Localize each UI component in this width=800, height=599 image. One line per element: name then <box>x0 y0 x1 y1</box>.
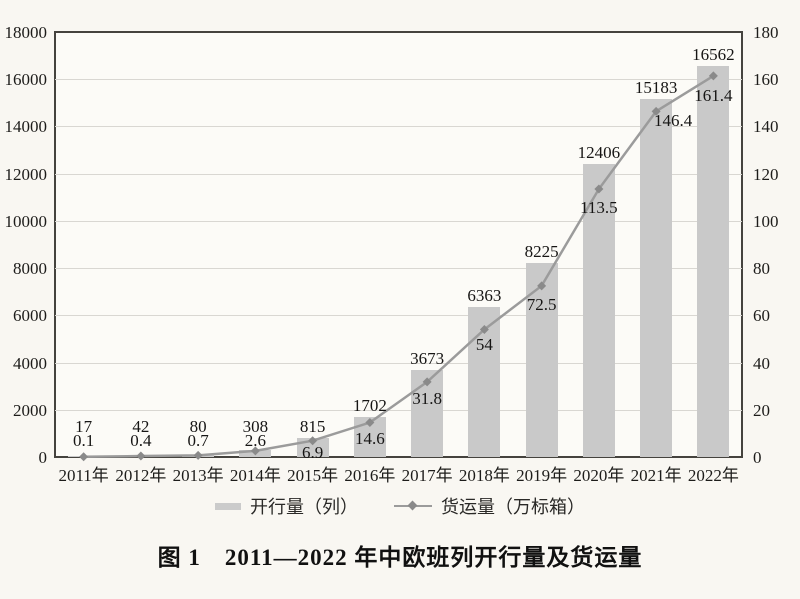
bar-value-label: 12406 <box>577 143 621 163</box>
line-marker-diamond <box>250 446 260 456</box>
bar-value-label: 80 <box>189 417 207 436</box>
freight-value-label: 6.9 <box>302 442 324 462</box>
left-axis-tick: 2000 <box>13 400 47 420</box>
bar <box>697 65 730 457</box>
right-axis-tick: 20 <box>753 400 770 420</box>
freight-value-label: 161.4 <box>694 85 733 105</box>
right-axis-tick: 60 <box>753 306 770 326</box>
gridline <box>55 315 742 317</box>
x-axis-label: 2016年 <box>344 466 396 485</box>
bar-value-label: 42 <box>132 417 150 436</box>
bar <box>582 164 615 457</box>
left-axis-tick: 16000 <box>4 70 48 90</box>
line-marker-diamond <box>79 452 89 462</box>
freight-value-label: 14.6 <box>355 428 385 448</box>
left-axis-tick: 6000 <box>13 306 47 326</box>
left-axis-tick: 18000 <box>4 23 48 42</box>
gridline <box>55 409 742 411</box>
gridline <box>55 79 742 81</box>
line-marker-diamond <box>537 281 547 291</box>
legend-item-freight: 货运量（万标箱） <box>394 493 585 519</box>
line-marker-diamond <box>136 451 146 461</box>
line-marker-diamond <box>308 436 318 446</box>
right-axis-tick: 140 <box>753 117 779 137</box>
freight-value-label: 31.8 <box>412 388 442 408</box>
gridline <box>55 173 742 175</box>
legend: 开行量（列） 货运量（万标箱） <box>0 493 800 519</box>
freight-value-label: 0.4 <box>130 431 152 450</box>
line-marker-diamond <box>193 450 203 460</box>
freight-value-label: 54 <box>475 334 493 354</box>
bar-value-label: 815 <box>299 416 326 436</box>
line-marker-diamond <box>422 377 432 387</box>
line-marker-diamond <box>708 71 718 81</box>
bar-value-label: 8225 <box>524 241 559 261</box>
freight-value-label: 2.6 <box>244 431 266 450</box>
line-diamond-swatch-icon <box>394 500 432 511</box>
bar-value-label: 6363 <box>467 285 502 305</box>
left-axis-tick: 10000 <box>4 211 48 231</box>
freight-value-label: 0.7 <box>187 431 209 450</box>
x-axis-label: 2015年 <box>287 466 339 485</box>
x-axis-label: 2020年 <box>573 466 625 485</box>
x-axis-label: 2018年 <box>458 466 510 485</box>
x-axis-label: 2012年 <box>115 466 167 485</box>
bar-value-label: 15183 <box>634 77 678 97</box>
plot-area <box>54 31 743 458</box>
line-marker-diamond <box>365 418 375 428</box>
x-axis-label: 2022年 <box>687 466 739 485</box>
left-axis-tick: 4000 <box>13 353 47 373</box>
x-axis-label: 2014年 <box>229 466 281 485</box>
left-axis-tick: 8000 <box>13 259 47 279</box>
bar-value-label: 3673 <box>410 349 445 369</box>
gridline <box>55 362 742 364</box>
legend-item-trains: 开行量（列） <box>215 493 358 519</box>
x-axis-label: 2019年 <box>516 466 568 485</box>
freight-value-label: 0.1 <box>73 431 95 450</box>
right-axis-tick: 0 <box>753 448 762 467</box>
freight-value-label: 113.5 <box>580 198 618 217</box>
right-axis-tick: 160 <box>753 70 779 90</box>
legend-label-trains: 开行量（列） <box>250 497 358 517</box>
left-axis-tick: 0 <box>38 448 48 467</box>
right-axis-tick: 80 <box>753 259 770 279</box>
line-marker-diamond <box>594 184 604 194</box>
right-axis-tick: 40 <box>753 353 770 373</box>
line-marker-diamond <box>479 325 489 334</box>
right-axis-tick: 100 <box>753 211 779 231</box>
right-axis-tick: 120 <box>753 164 779 184</box>
right-axis-tick: 180 <box>753 23 779 42</box>
freight-value-label: 72.5 <box>526 294 557 314</box>
freight-value-label: 146.4 <box>654 111 693 131</box>
legend-label-freight: 货运量（万标箱） <box>441 497 585 517</box>
gridline <box>55 126 742 128</box>
gridline <box>55 268 742 270</box>
figure-caption: 图 1 2011—2022 年中欧班列开行量及货运量 <box>157 545 643 570</box>
bar-value-label: 17 <box>75 417 93 436</box>
x-axis-label: 2021年 <box>630 466 682 485</box>
x-axis-label: 2013年 <box>172 466 224 485</box>
left-axis-tick: 12000 <box>4 164 48 184</box>
x-axis-label: 2011年 <box>58 466 109 485</box>
bar-value-label: 1702 <box>352 395 387 415</box>
bar-value-label: 308 <box>242 417 269 436</box>
bar <box>640 98 673 457</box>
bar-value-label: 16562 <box>692 44 735 64</box>
x-axis-label: 2017年 <box>401 466 453 485</box>
gridline <box>55 220 742 222</box>
left-axis-tick: 14000 <box>4 117 48 137</box>
bar-swatch-icon <box>215 502 241 510</box>
line-marker-diamond <box>651 106 661 116</box>
